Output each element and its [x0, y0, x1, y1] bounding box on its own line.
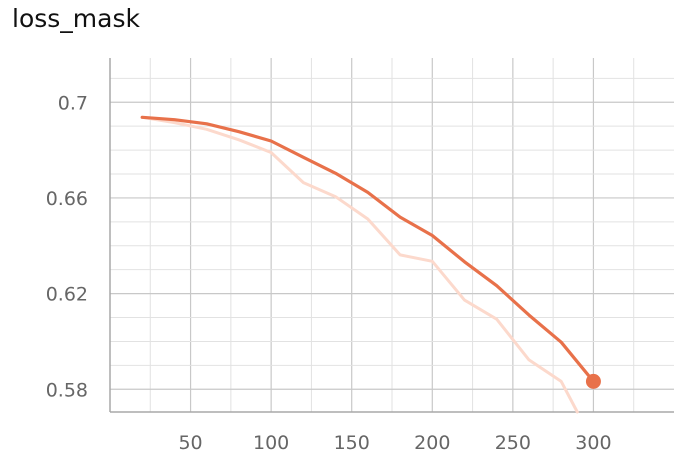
- x-tick-label: 250: [495, 432, 531, 454]
- axis-layer: [109, 58, 674, 413]
- grid-layer: [110, 58, 674, 412]
- chart-title: loss_mask: [12, 4, 140, 33]
- x-tick-label: 100: [253, 432, 289, 454]
- tick-label-layer: 50 100 150 200 250 300 0.58 0.62 0.66 0.7: [46, 92, 612, 454]
- y-tick-label: 0.7: [58, 92, 88, 114]
- series-layer: [140, 115, 601, 414]
- y-tick-label: 0.58: [46, 379, 88, 401]
- raw-series-line: [140, 115, 579, 414]
- smoothed-series-line: [140, 115, 596, 383]
- x-tick-label: 300: [575, 432, 611, 454]
- x-tick-label: 200: [414, 432, 450, 454]
- last-point-marker[interactable]: [585, 373, 601, 389]
- y-tick-label: 0.62: [46, 284, 88, 306]
- x-tick-label: 50: [178, 432, 202, 454]
- x-tick-label: 150: [334, 432, 370, 454]
- y-tick-label: 0.66: [46, 188, 88, 210]
